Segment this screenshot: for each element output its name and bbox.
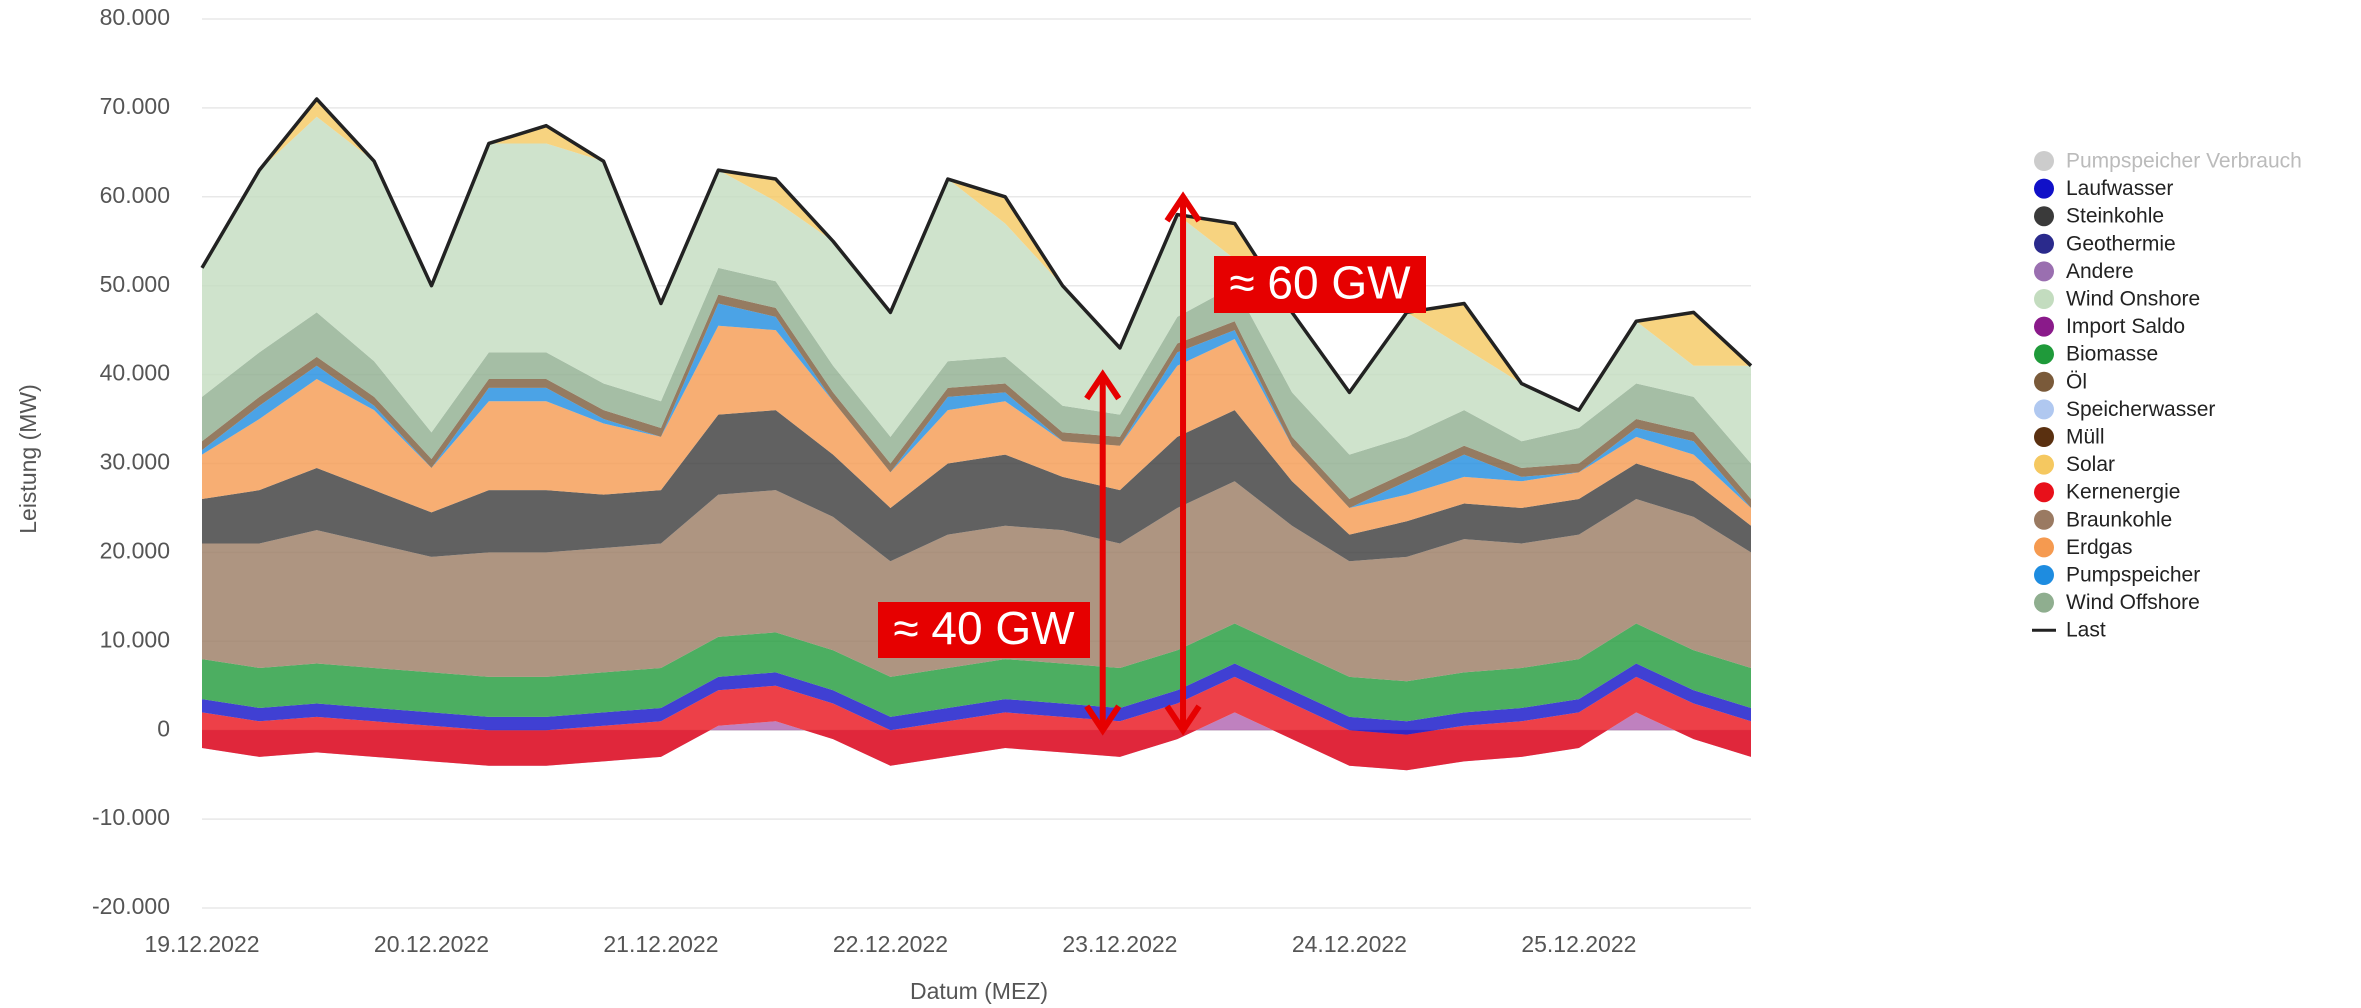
legend-label[interactable]: Geothermie — [2066, 232, 2176, 255]
legend-symbol — [2034, 592, 2054, 613]
x-tick-label: 19.12.2022 — [144, 931, 259, 957]
legend-label[interactable]: Braunkohle — [2066, 508, 2172, 531]
legend-label[interactable]: Pumpspeicher — [2066, 564, 2200, 587]
legend-label[interactable]: Solar — [2066, 453, 2115, 476]
y-tick-label: 50.000 — [100, 271, 170, 297]
legend-label[interactable]: Biomasse — [2066, 343, 2158, 366]
y-tick-label: 30.000 — [100, 449, 170, 475]
annotation-label: ≈ 60 GW — [1229, 257, 1411, 309]
arrow-head — [1164, 704, 1202, 736]
y-tick-label: 20.000 — [100, 537, 170, 563]
legend-label[interactable]: Last — [2066, 619, 2106, 642]
y-tick-label: 0 — [157, 715, 170, 741]
legend-symbol — [2034, 316, 2054, 337]
y-axis-label: Leistung (MW) — [15, 384, 41, 534]
legend-symbol — [2034, 565, 2054, 585]
area — [202, 325, 1751, 535]
legend-symbol — [2034, 233, 2054, 254]
y-tick-label: 40.000 — [100, 360, 170, 386]
x-axis-label: Datum (MEZ) — [910, 978, 1048, 1004]
legend-symbol — [2034, 206, 2054, 227]
arrow-head — [1164, 191, 1202, 223]
legend-label[interactable]: Kernenergie — [2066, 481, 2180, 504]
legend-label[interactable]: Andere — [2066, 260, 2134, 283]
line — [200, 97, 1753, 412]
legend-symbol — [2034, 178, 2054, 199]
legend-symbol — [2034, 427, 2054, 447]
x-tick-label: 22.12.2022 — [833, 931, 948, 957]
y-tick-label: -10.000 — [92, 804, 170, 830]
legend-label[interactable]: Speicherwasser — [2066, 398, 2215, 421]
annotation-box — [1214, 256, 1426, 313]
legend-label[interactable]: Steinkohle — [2066, 205, 2164, 228]
annotation-label: ≈ 40 GW — [893, 602, 1075, 654]
arrow-head — [1084, 369, 1122, 401]
area — [202, 481, 1751, 682]
legend-symbol — [2034, 399, 2054, 420]
legend-symbol — [2034, 537, 2054, 558]
y-tick-label: -20.000 — [92, 893, 170, 919]
y-tick-label: 80.000 — [100, 4, 170, 30]
area — [202, 410, 1751, 562]
legend-label[interactable]: Öl — [2066, 370, 2087, 393]
y-tick-label: 60.000 — [100, 182, 170, 208]
area — [202, 267, 1751, 500]
legend-symbol — [2034, 151, 2054, 171]
plot-area — [200, 97, 1753, 771]
legend-label[interactable]: Wind Onshore — [2066, 288, 2200, 311]
y-tick-label: 70.000 — [100, 93, 170, 119]
legend-symbol — [2034, 454, 2054, 475]
legend-symbol — [2034, 289, 2054, 309]
legend-symbol — [2034, 482, 2054, 503]
x-tick-label: 25.12.2022 — [1521, 931, 1636, 957]
legend-symbol — [2034, 509, 2054, 530]
legend-label[interactable]: Laufwasser — [2066, 177, 2173, 200]
x-tick-label: 20.12.2022 — [374, 931, 489, 957]
area — [202, 116, 1751, 464]
legend-label[interactable]: Müll — [2066, 426, 2105, 449]
area — [202, 663, 1751, 735]
annotation-box — [878, 602, 1090, 658]
legend-label[interactable]: Erdgas — [2066, 536, 2133, 559]
legend-symbol — [2034, 371, 2054, 392]
area — [202, 623, 1751, 722]
arrow-head — [1084, 704, 1122, 736]
legend-symbol — [2034, 261, 2054, 282]
x-tick-label: 24.12.2022 — [1292, 931, 1407, 957]
y-tick-label: 10.000 — [100, 626, 170, 652]
legend-label[interactable]: Import Saldo — [2066, 315, 2185, 338]
legend-label[interactable]: Wind Offshore — [2066, 591, 2200, 614]
x-tick-label: 23.12.2022 — [1062, 931, 1177, 957]
legend-symbol — [2034, 344, 2054, 365]
area — [202, 676, 1751, 771]
x-tick-label: 21.12.2022 — [603, 931, 718, 957]
legend-label[interactable]: Pumpspeicher Verbrauch — [2066, 150, 2302, 173]
